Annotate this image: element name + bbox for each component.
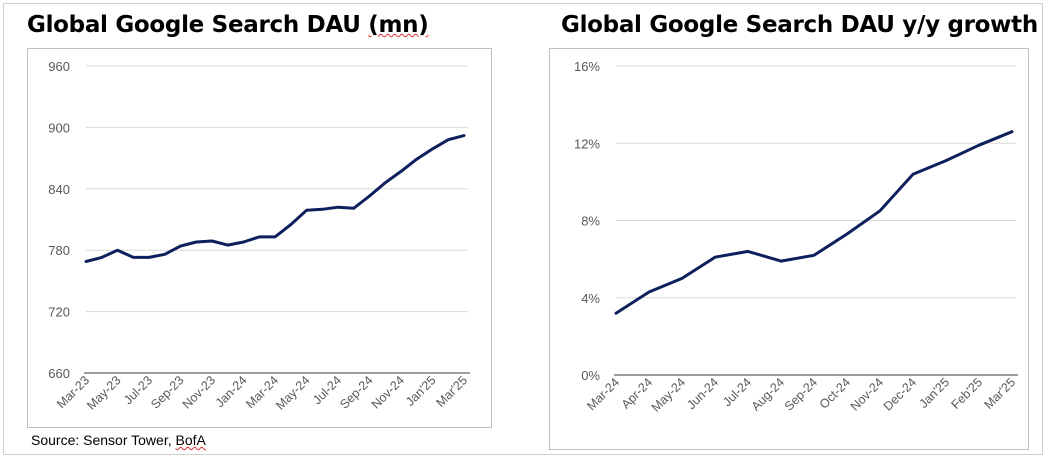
y-tick-label: 720 [48,305,70,320]
series-line [614,130,1014,315]
source-prefix: Source: Sensor Tower, [31,432,176,448]
x-tick-label: Oct-24 [817,375,853,411]
x-tick-label: May-24 [273,373,312,412]
dau-line-chart: 660720780840900960Mar-23May-23Jul-23Sep-… [48,59,470,413]
chart-title-main: Global Google Search DAU [27,12,369,38]
chart-area: 660 720 780 840 900 960 Mar-23 May-23 Jul-23 Sep-… [27,48,492,428]
chart-area: 0% 4% 8% 12% 16% Mar-24 Apr-24 May-24 Jun-24 Jul-… [549,48,1029,450]
y-tick-label: 660 [48,366,70,381]
source-note: Source: Sensor Tower, BofA [31,432,206,448]
chart-title-unit: (mn) [368,12,429,38]
chart-title: Global Google Search DAU (mn) [27,12,429,38]
x-tick-label: May-24 [649,375,688,414]
y-tick-label: 780 [48,243,70,258]
chart-title: Global Google Search DAU y/y growth [561,12,1038,38]
series-line [84,134,466,263]
x-tick-label: Nov-24 [369,373,407,411]
y-tick-label: 4% [581,291,600,306]
y-tick-label: 8% [581,214,600,229]
x-tick-label: Aug-24 [749,375,787,413]
x-tick-label: Sep-23 [148,373,186,411]
x-tick-label: Jan'25 [916,375,952,411]
x-tick-label: Feb'25 [948,375,985,412]
y-tick-label: 960 [48,59,70,74]
x-tick-label: Sep-24 [337,373,375,411]
y-tick-label: 16% [574,59,600,74]
x-tick-label: Mar'25 [433,373,470,410]
x-tick-label: Jan-24 [213,373,250,410]
x-tick-label: Jan'25 [403,373,439,409]
x-tick-label: Nov-23 [180,373,218,411]
x-tick-label: May-23 [84,373,123,412]
x-tick-label: Mar'25 [981,375,1018,412]
x-tick-label: Nov-24 [848,375,886,413]
x-tick-label: Jun-24 [684,375,721,412]
dau-chart-panel: Global Google Search DAU (mn) 660 720 780 8… [4,4,524,456]
figure-frame: Global Google Search DAU (mn) 660 720 780 8… [3,3,1043,455]
y-tick-label: 840 [48,182,70,197]
y-tick-label: 0% [581,368,600,383]
x-tick-label: Sep-24 [782,375,820,413]
y-tick-label: 12% [574,136,600,151]
growth-chart-panel: Global Google Search DAU y/y growth 0% 4%… [544,4,1044,456]
source-brand: BofA [175,432,206,448]
x-tick-label: Dec-24 [881,375,919,413]
y-tick-label: 900 [48,120,70,135]
